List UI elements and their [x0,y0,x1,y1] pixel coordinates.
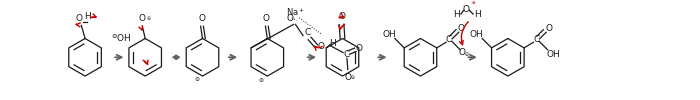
Text: C: C [344,50,350,59]
Text: O: O [338,12,345,21]
Text: H: H [85,12,91,21]
Text: C: C [304,28,311,37]
Text: O: O [344,73,351,82]
Text: $^{\ominus}$: $^{\ominus}$ [464,52,470,58]
Text: $^{\ominus}$: $^{\ominus}$ [146,17,152,23]
Text: OH: OH [382,30,396,39]
Text: O: O [317,42,324,51]
Text: O: O [458,48,466,57]
Text: H: H [330,39,336,48]
Text: O: O [356,44,363,53]
Text: C: C [533,35,540,44]
Text: O: O [462,5,469,14]
Text: OH: OH [547,50,560,59]
Text: OH: OH [470,30,484,39]
Text: O: O [139,14,146,23]
Text: $^{\ominus}$OH: $^{\ominus}$OH [111,33,132,44]
Text: O: O [263,14,270,22]
Text: O: O [198,14,205,22]
Text: Na$^+$: Na$^+$ [286,6,305,18]
Text: $^{\ominus}$: $^{\ominus}$ [258,77,265,86]
Text: O: O [76,14,83,23]
Text: $^{\ominus}$: $^{\ominus}$ [350,76,356,82]
Text: H: H [475,10,481,20]
Text: $^{\oplus}$: $^{\oplus}$ [471,1,477,6]
Text: $^{\ominus}$: $^{\ominus}$ [194,76,200,85]
Text: C: C [446,35,452,44]
Text: O: O [458,24,465,33]
Text: O: O [545,24,552,33]
Text: H: H [453,10,459,20]
Text: O: O [286,14,293,22]
